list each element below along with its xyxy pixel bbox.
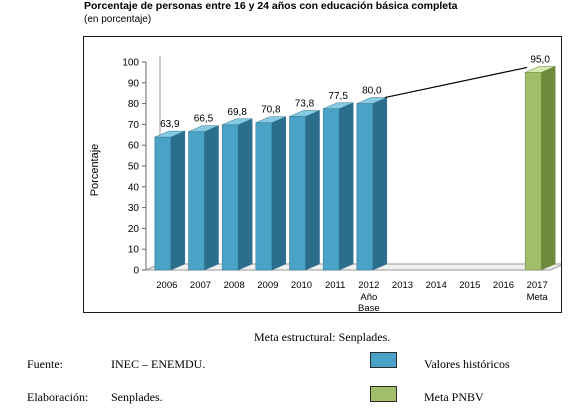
historic-bar-side — [237, 118, 253, 271]
y-tick-label: 0 — [133, 266, 139, 277]
y-tick-label: 10 — [128, 245, 140, 256]
data-label: 66,5 — [194, 114, 214, 125]
y-tick-label: 20 — [128, 224, 140, 235]
historic-bar — [221, 124, 239, 271]
x-tick-sublabel: Año — [360, 292, 377, 303]
data-label: 73,8 — [295, 98, 315, 109]
y-tick-label: 80 — [128, 99, 140, 110]
historic-bar-side — [170, 130, 186, 271]
data-label: 95,0 — [530, 54, 550, 65]
x-tick-label: 2017 — [527, 280, 548, 291]
x-tick-label: 2008 — [224, 280, 245, 291]
data-label: 69,8 — [227, 107, 247, 118]
historic-bar-side — [305, 110, 320, 271]
historic-bar — [289, 116, 306, 271]
chart-subtitle: (en porcentaje) — [84, 14, 152, 25]
historic-bar-top — [188, 125, 219, 132]
x-tick-sublabel: Meta — [527, 292, 549, 303]
y-tick-label: 60 — [128, 141, 140, 152]
legend-swatch-goal — [370, 386, 397, 402]
x-tick-label: 2007 — [190, 280, 211, 291]
y-tick-label: 30 — [128, 203, 140, 214]
y-tick-label: 50 — [128, 162, 140, 173]
y-tick-label: 70 — [128, 120, 140, 131]
historic-bar-top — [289, 110, 320, 117]
historic-bar-top — [255, 116, 286, 123]
historic-bar — [255, 122, 273, 271]
data-label: 70,8 — [261, 105, 281, 116]
goal-bar — [524, 72, 542, 271]
y-tick-label: 40 — [128, 182, 140, 193]
historic-bar — [154, 136, 172, 271]
historic-bar-top — [323, 102, 354, 110]
x-tick-label: 2006 — [156, 280, 177, 291]
elaboration-value: Senplades. — [111, 390, 163, 404]
historic-bar — [356, 103, 374, 271]
historic-bar-side — [271, 116, 287, 271]
data-label: 63,9 — [160, 119, 180, 130]
x-tick-label: 2011 — [325, 280, 345, 291]
chart-frame — [83, 36, 562, 313]
legend-label-historic: Valores históricos — [424, 357, 510, 371]
x-tick-label: 2012 — [358, 280, 379, 291]
x-tick-label: 2016 — [493, 280, 514, 291]
data-label: 77,5 — [328, 91, 348, 102]
legend-swatch-historic — [370, 352, 397, 368]
historic-bar — [188, 131, 205, 271]
x-tick-label: 2009 — [257, 280, 278, 291]
elaboration-label: Elaboración: — [27, 390, 89, 404]
y-tick-label: 90 — [128, 78, 140, 89]
historic-bar-top — [222, 118, 253, 126]
x-tick-label: 2010 — [291, 280, 312, 291]
historic-bar-side — [204, 125, 219, 271]
goal-bar-side — [540, 66, 556, 271]
data-label: 80,0 — [362, 86, 382, 97]
historic-bar — [322, 108, 340, 271]
y-tick-label: 100 — [122, 58, 139, 69]
historic-bar-top — [154, 130, 185, 138]
bar-chart: 0 10 20 30 40 50 60 70 80 90 100 Porcentaje 2006 2007… — [89, 54, 561, 312]
source-label: Fuente: — [27, 357, 63, 371]
x-tick-label: 2015 — [459, 280, 480, 291]
historic-bar-side — [338, 102, 354, 271]
x-tick-sublabel: Base — [358, 303, 380, 312]
y-axis-title: Porcentaje — [89, 144, 101, 197]
footer-caption: Meta estructural: Senplades. — [254, 330, 391, 344]
historic-bar-side — [372, 97, 388, 271]
source-value: INEC – ENEMDU. — [111, 357, 206, 371]
trend-line — [384, 66, 528, 99]
x-tick-label: 2013 — [392, 280, 413, 291]
goal-bar-top — [525, 66, 556, 73]
x-tick-label: 2014 — [426, 280, 447, 291]
legend-label-goal: Meta PNBV — [424, 390, 484, 404]
chart-title: Porcentaje de personas entre 16 y 24 año… — [84, 0, 458, 12]
